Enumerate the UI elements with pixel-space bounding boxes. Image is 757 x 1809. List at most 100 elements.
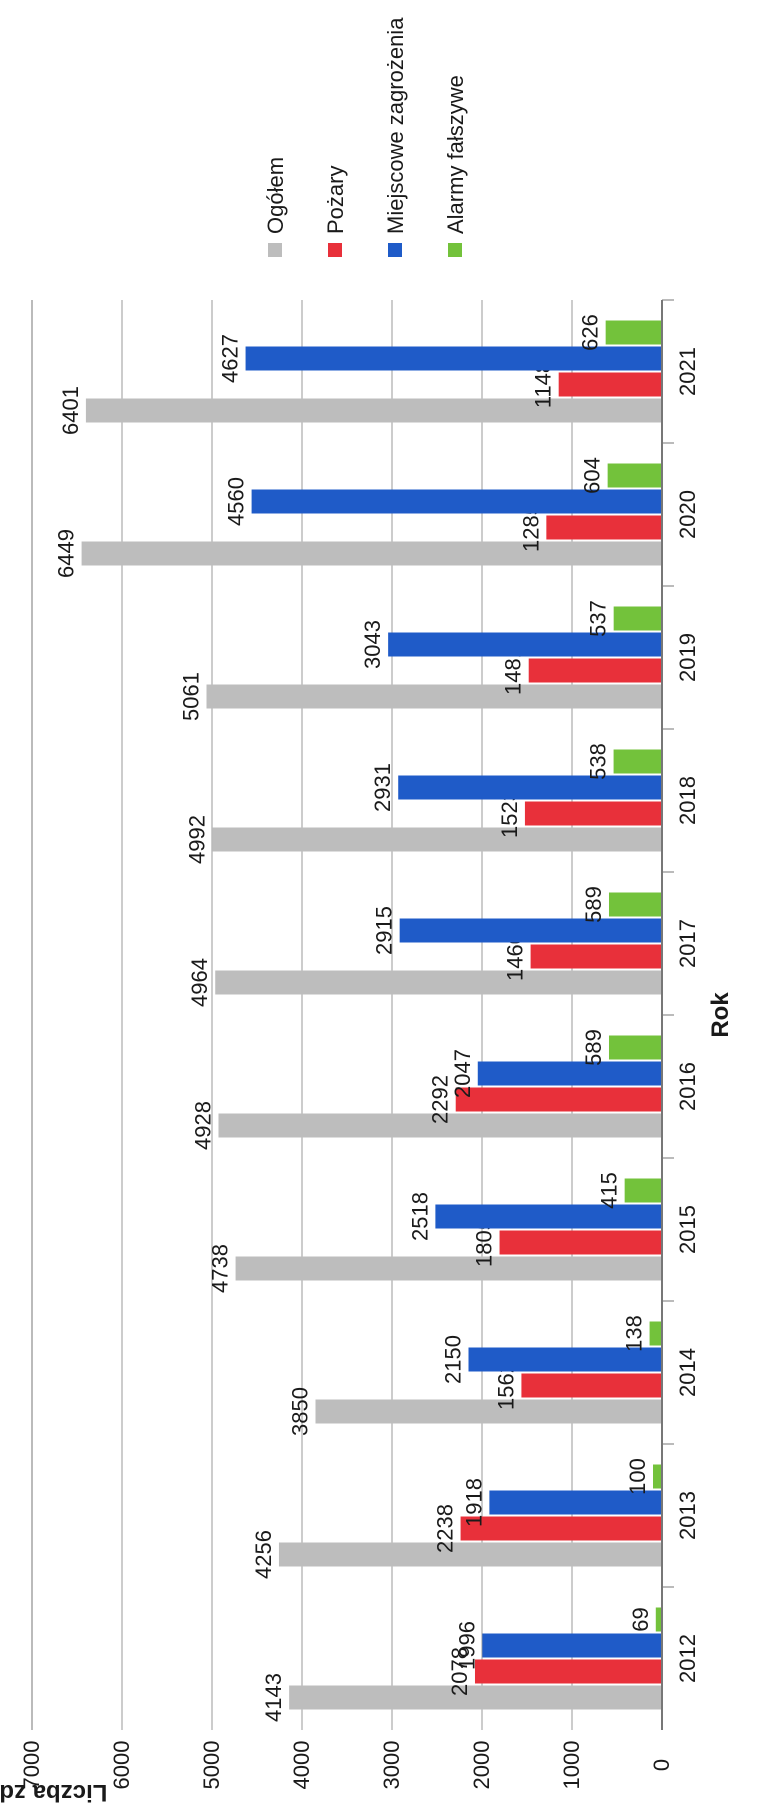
bar-3-5: [608, 892, 662, 917]
y-axis-title-group: Liczba zdarzeń: [0, 1779, 107, 1806]
data-label: 2915: [372, 906, 397, 955]
data-label: 138: [622, 1315, 647, 1352]
x-tick-label: 2021: [675, 347, 700, 396]
legend-label-2: Miejscowe zagrożenia: [383, 17, 408, 234]
data-label: 3850: [288, 1387, 313, 1436]
data-label: 538: [586, 743, 611, 780]
x-tick-label: 2015: [675, 1205, 700, 1254]
legend-label-0: Ogółem: [263, 157, 288, 234]
data-label: 100: [625, 1458, 650, 1495]
y-tick-label: 7000: [19, 1741, 44, 1790]
legend: Ogółem Pożary Miejscowe zagrożenia Alarmy f…: [263, 17, 468, 257]
data-label: 2047: [450, 1049, 475, 1098]
x-axis-title-group: Rok: [707, 992, 734, 1038]
bar-3-4: [608, 1035, 662, 1060]
legend-swatch-3: [448, 243, 462, 257]
bar-1-4: [455, 1087, 662, 1112]
data-label: 2518: [407, 1192, 432, 1241]
bar-1-7: [528, 658, 662, 683]
data-label: 2078: [447, 1647, 472, 1696]
bar-2-6: [398, 775, 662, 800]
bar-0-4: [218, 1113, 663, 1138]
bar-0-7: [206, 684, 662, 709]
y-tick-label: 0: [649, 1759, 674, 1771]
data-label: 3043: [360, 620, 385, 669]
y-tick-label: 1000: [559, 1741, 584, 1790]
data-label: 537: [586, 600, 611, 637]
data-label: 2292: [428, 1075, 453, 1124]
bar-1-6: [524, 801, 662, 826]
legend-swatch-2: [388, 243, 402, 257]
bar-1-2: [521, 1373, 662, 1398]
x-tick-label: 2013: [675, 1491, 700, 1540]
data-label: 415: [597, 1172, 622, 1209]
x-axis-title: Rok: [707, 992, 734, 1038]
bar-3-3: [624, 1178, 662, 1203]
bar-3-2: [649, 1321, 662, 1346]
x-tick-label: 2019: [675, 633, 700, 682]
bar-1-3: [499, 1230, 662, 1255]
data-label: 4992: [185, 815, 210, 864]
data-label: 4627: [218, 334, 243, 383]
y-tick-label: 5000: [199, 1741, 224, 1790]
y-tick-label: 2000: [469, 1741, 494, 1790]
legend-swatch-0: [268, 243, 282, 257]
bar-3-1: [653, 1464, 662, 1489]
x-tick-label: 2017: [675, 919, 700, 968]
data-label: 604: [580, 457, 605, 494]
x-tick-label: 2018: [675, 776, 700, 825]
data-label: 2150: [441, 1335, 466, 1384]
x-tick-label: 2020: [675, 490, 700, 539]
legend-label-3: Alarmy fałszywe: [443, 75, 468, 234]
bar-2-1: [489, 1490, 662, 1515]
bar-1-0: [474, 1659, 662, 1684]
bar-3-9: [605, 320, 662, 345]
data-label: 4738: [208, 1244, 233, 1293]
bar-1-8: [546, 515, 662, 540]
data-label: 6401: [58, 386, 83, 435]
bar-1-1: [460, 1516, 662, 1541]
bar-1-5: [530, 944, 662, 969]
y-tick-label: 4000: [289, 1741, 314, 1790]
bar-2-4: [477, 1061, 662, 1086]
data-label: 6449: [54, 529, 79, 578]
data-label: 4560: [224, 477, 249, 526]
bar-3-6: [613, 749, 662, 774]
data-label: 2931: [370, 763, 395, 812]
x-tick-label: 2014: [675, 1348, 700, 1397]
legend-label-1: Pożary: [323, 166, 348, 234]
bar-2-7: [388, 632, 662, 657]
bar-2-5: [399, 918, 662, 943]
bar-0-1: [278, 1542, 662, 1567]
bar-3-7: [613, 606, 662, 631]
bar-0-5: [215, 970, 663, 995]
data-label: 626: [578, 314, 603, 351]
data-label: 1918: [461, 1478, 486, 1527]
x-tick-label: 2012: [675, 1634, 700, 1683]
data-label: 589: [581, 1029, 606, 1066]
bar-2-2: [468, 1347, 662, 1372]
bar-0-6: [212, 827, 662, 852]
legend-swatch-1: [328, 243, 342, 257]
bar-3-0: [655, 1607, 662, 1632]
bar-2-8: [251, 489, 662, 514]
y-tick-label: 3000: [379, 1741, 404, 1790]
bar-2-0: [482, 1633, 662, 1658]
plot-area: 0 1000 2000 3000 4000 5000 6000 7000 2012 4143 207…: [19, 299, 700, 1790]
bar-2-9: [245, 346, 662, 371]
y-axis-title: Liczba zdarzeń: [0, 1779, 107, 1806]
bar-0-9: [85, 398, 662, 423]
bar-3-8: [607, 463, 662, 488]
data-label: 4928: [190, 1101, 215, 1150]
data-label: 4256: [251, 1530, 276, 1579]
bar-0-8: [81, 541, 663, 566]
bar-0-3: [235, 1256, 662, 1281]
data-label: 5061: [179, 672, 204, 721]
data-label: 69: [628, 1607, 653, 1631]
bar-1-9: [558, 372, 662, 397]
bar-2-3: [435, 1204, 662, 1229]
x-tick-label: 2016: [675, 1062, 700, 1111]
data-label: 4964: [187, 958, 212, 1007]
bar-0-0: [289, 1685, 662, 1710]
